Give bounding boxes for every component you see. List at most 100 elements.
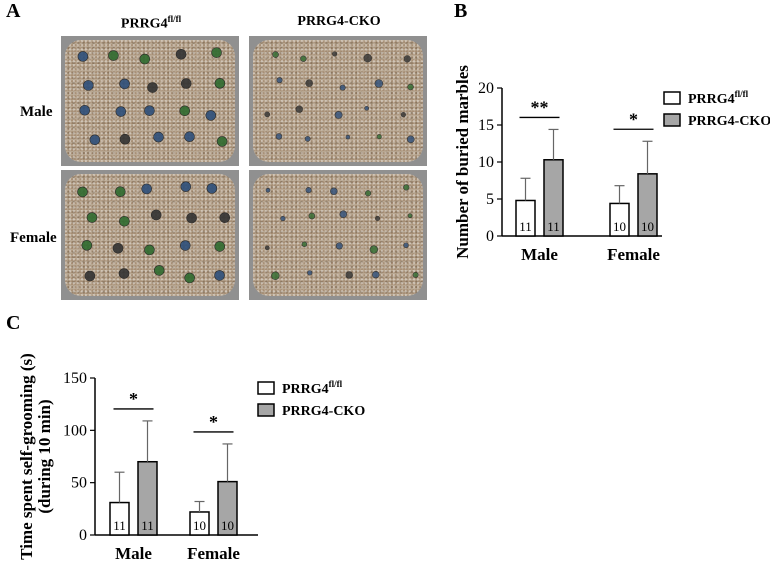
marble [301,241,308,247]
marble [305,79,313,87]
y-tick-label: 10 [478,154,494,171]
marble [139,53,151,65]
x-tick-label: Female [607,245,660,264]
marble [206,183,218,194]
marble [364,190,372,197]
marble [115,186,126,198]
marble [83,80,94,91]
marble [339,84,346,91]
marble [345,271,353,279]
marble [271,271,280,281]
y-tick-label: 150 [63,370,87,387]
marble [295,105,303,113]
y-tick-label: 5 [486,191,494,208]
marble [300,55,307,62]
y-tick-label: 0 [486,228,494,245]
x-tick-label: Female [187,544,240,561]
marble [216,136,228,147]
panel-c-letter: C [6,312,21,334]
col-header-cko: PRRG4-CKO [249,14,429,30]
marble [276,77,283,84]
x-tick-label: Male [521,245,558,264]
marble [332,51,338,57]
marble [141,183,152,195]
legend-label-sup: fl/fl [735,89,749,99]
panel-b-letter: B [454,0,468,22]
marble [179,240,191,251]
marble [304,135,311,142]
marble [86,212,98,223]
marble [403,242,409,249]
marbles-male-cko [264,51,415,144]
marble [308,212,316,220]
legend-label-base: PRRG4 [282,382,329,397]
n-label: 11 [519,219,532,234]
photo-female-fl [61,170,239,300]
marble [335,242,343,250]
marble [345,134,351,140]
marble [407,83,414,91]
marble [400,112,406,118]
legend-swatch [257,381,275,395]
marble [186,212,197,224]
marble [153,265,165,276]
marble [272,51,279,58]
marble [205,110,217,121]
marble [119,215,130,227]
marble [180,78,192,89]
marble [375,215,381,221]
marble [81,240,93,251]
marble [403,55,411,63]
marble [211,47,222,58]
marble [147,82,158,93]
photo-male-cko [249,36,427,166]
marble [275,133,283,140]
marble [412,271,419,278]
chart-self-grooming: 0 50 100 150 Time spent self-grooming (s) (du… [17,353,365,561]
marble [119,133,131,145]
n-label: 10 [221,518,234,533]
marble [264,245,270,251]
marbles-female-cko [264,184,419,281]
significance-label: * [209,412,218,432]
legend-swatch [663,113,681,127]
legend-label-sup: fl/fl [329,379,343,389]
photo-male-fl [61,36,239,166]
col-header-cko-base: PRRG4-CKO [297,14,381,29]
n-label: 10 [613,219,626,234]
marble [406,135,415,144]
legend-swatch [257,403,275,417]
marble [77,51,89,62]
marble [369,245,379,254]
marble [84,270,96,282]
marble [264,111,271,118]
legend-label-base: PRRG4-CKO [688,114,770,129]
marble [265,187,271,193]
photo-female-cko [249,170,427,300]
legend-label: PRRG4-CKO [282,404,365,419]
marble [334,110,343,119]
marble [118,268,130,279]
marble [374,79,384,88]
marble [89,134,101,146]
x-tick-label: Male [115,544,152,561]
row-header-male: Male [20,104,53,120]
marble [214,241,226,252]
marble [305,187,312,194]
significance-label: ** [531,97,549,117]
legend-label: PRRG4fl/fl [282,379,343,397]
n-label: 10 [193,518,206,533]
marble [112,242,124,254]
n-label: 11 [547,219,560,234]
legend-label: PRRG4fl/fl [688,89,749,107]
y-tick-label: 100 [63,422,87,439]
col-header-fl-sup: fl/fl [167,14,182,24]
y-tick-label: 50 [71,475,87,492]
panel-a-letter: A [6,0,21,22]
col-header-fl: PRRG4fl/fl [61,14,241,33]
marble [376,134,382,140]
marble [330,187,338,196]
y-tick-label: 0 [79,527,87,544]
marble [115,106,127,117]
marble [144,105,155,116]
